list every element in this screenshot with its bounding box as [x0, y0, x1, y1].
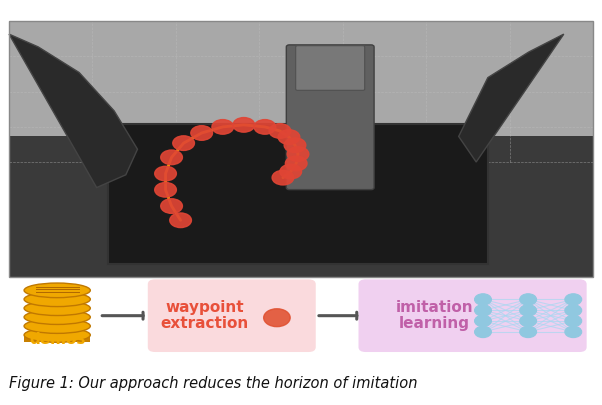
Circle shape	[173, 136, 194, 151]
Text: extraction: extraction	[161, 316, 249, 330]
Text: imitation: imitation	[396, 300, 473, 314]
FancyBboxPatch shape	[148, 279, 315, 352]
Circle shape	[161, 199, 182, 214]
Text: demos: demos	[29, 331, 85, 346]
Ellipse shape	[24, 292, 90, 307]
Circle shape	[170, 213, 191, 228]
Circle shape	[474, 315, 491, 327]
Ellipse shape	[24, 328, 90, 343]
Text: Figure 1: Our approach reduces the horizon of imitation: Figure 1: Our approach reduces the horiz…	[9, 375, 418, 390]
Circle shape	[520, 305, 536, 316]
Circle shape	[520, 315, 536, 327]
Bar	[9, 22, 593, 277]
Ellipse shape	[24, 310, 90, 325]
FancyBboxPatch shape	[296, 47, 365, 91]
Circle shape	[280, 165, 302, 179]
Polygon shape	[9, 35, 137, 188]
Circle shape	[233, 118, 255, 133]
FancyBboxPatch shape	[359, 279, 586, 352]
Circle shape	[474, 305, 491, 316]
Circle shape	[285, 157, 307, 171]
Bar	[9, 22, 593, 162]
Circle shape	[264, 309, 290, 327]
Circle shape	[474, 326, 491, 338]
Circle shape	[272, 171, 294, 185]
Ellipse shape	[24, 319, 90, 334]
Circle shape	[155, 167, 176, 181]
Circle shape	[161, 151, 182, 165]
Circle shape	[284, 139, 306, 153]
Circle shape	[520, 326, 536, 338]
Circle shape	[565, 294, 582, 305]
Circle shape	[191, 126, 213, 141]
Ellipse shape	[24, 301, 90, 316]
FancyBboxPatch shape	[287, 46, 374, 190]
Text: waypoint: waypoint	[166, 300, 244, 314]
Circle shape	[254, 120, 276, 135]
Circle shape	[474, 294, 491, 305]
Ellipse shape	[24, 284, 90, 298]
Circle shape	[565, 326, 582, 338]
Circle shape	[278, 130, 300, 145]
Polygon shape	[459, 35, 564, 162]
Text: learning: learning	[399, 316, 470, 330]
Circle shape	[155, 183, 176, 198]
Circle shape	[287, 147, 309, 162]
Bar	[9, 137, 593, 277]
Circle shape	[565, 315, 582, 327]
Circle shape	[565, 305, 582, 316]
FancyBboxPatch shape	[108, 124, 488, 265]
Circle shape	[212, 120, 234, 135]
Circle shape	[269, 124, 291, 139]
Circle shape	[520, 294, 536, 305]
Bar	[24, 335, 90, 343]
